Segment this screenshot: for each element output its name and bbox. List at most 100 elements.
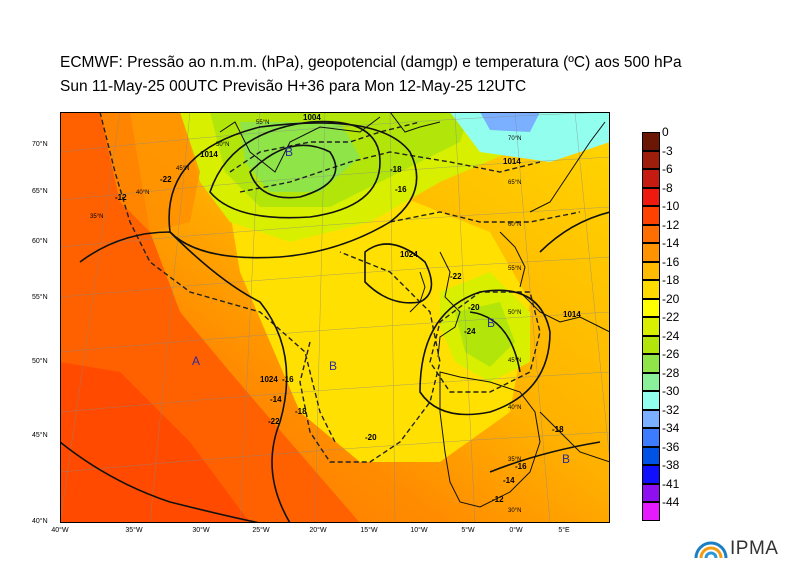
lat-label: 55°N [32, 294, 48, 301]
lon-label: 5°W [461, 527, 475, 534]
isobar-label: 1024 [400, 250, 418, 259]
low-pressure-center: B [285, 145, 293, 159]
grid-label: 55°N [256, 120, 269, 126]
lon-label: 20°W [309, 527, 327, 534]
low-pressure-center: B [487, 316, 495, 330]
legend-swatch [642, 465, 660, 484]
legend-label: -36 [662, 439, 680, 454]
legend-swatch [642, 206, 660, 225]
grid-label: 40°N [136, 190, 149, 196]
temp-label: -16 [282, 375, 294, 384]
grid-label: 45°N [176, 166, 189, 172]
legend-swatch [642, 132, 660, 151]
map-frame [60, 112, 610, 523]
cold-core [240, 122, 360, 192]
temp-label: -24 [464, 327, 476, 336]
lon-label: 15°W [360, 527, 378, 534]
isobar-label: 1004 [303, 113, 321, 122]
map-title-line2: Sun 11-May-25 00UTC Previsão H+36 para M… [60, 78, 527, 95]
geopotential-contours [99, 112, 581, 463]
temp-label: -18 [295, 407, 307, 416]
isobar-label: 1014 [563, 310, 581, 319]
isobars [60, 120, 610, 523]
legend-swatch [642, 428, 660, 447]
legend-swatch [642, 409, 660, 428]
grid-label: 30°N [508, 508, 521, 514]
lon-label: 0°W [509, 527, 523, 534]
legend-label: -20 [662, 291, 680, 306]
legend-swatch [642, 354, 660, 373]
legend-swatch [642, 483, 660, 502]
grid-label: 55°N [508, 266, 521, 272]
isobar-labels: 1024 1024 1014 1014 1004 1014 [200, 113, 581, 384]
grid-label: 50°N [508, 310, 521, 316]
high-pressure-center: A [192, 354, 200, 368]
grid-label: 35°N [90, 214, 103, 220]
coastlines [219, 112, 610, 508]
grid-label: 50°N [216, 142, 229, 148]
isobar-label: 1014 [200, 150, 218, 159]
temp-label: -12 [115, 193, 127, 202]
legend-swatch [642, 502, 660, 521]
legend-label: -24 [662, 328, 680, 343]
low-pressure-center: B [329, 359, 337, 373]
lat-label: 60°N [32, 238, 48, 245]
legend-label: -32 [662, 402, 680, 417]
lon-label: 10°W [410, 527, 428, 534]
legend-swatch [642, 169, 660, 188]
temp-label: -16 [515, 462, 527, 471]
temp-label: -18 [552, 425, 564, 434]
lat-label: 45°N [32, 432, 48, 439]
lat-label: 50°N [32, 358, 48, 365]
isobar-label: 1024 [260, 375, 278, 384]
legend-swatch [642, 372, 660, 391]
temp-label: -22 [268, 417, 280, 426]
legend-swatch [642, 187, 660, 206]
graticule [60, 112, 610, 523]
orange-streak [100, 112, 200, 232]
grid-label: 40°N [508, 405, 521, 411]
grid-label: 45°N [508, 358, 521, 364]
lat-label: 40°N [32, 518, 48, 525]
legend-swatch [642, 391, 660, 410]
legend-label: -8 [662, 180, 673, 195]
temp-label: -18 [390, 165, 402, 174]
legend-label: -22 [662, 310, 680, 324]
forecast-map: -12 -16 -18 -22 -20 -24 -22 -14 -16 -18 … [60, 112, 610, 523]
legend-swatch [642, 224, 660, 243]
lon-label: 5°E [558, 527, 570, 534]
grid-label: 60°N [508, 222, 521, 228]
legend-swatch [642, 243, 660, 262]
legend-label: -16 [662, 254, 680, 269]
temp-label: -22 [450, 272, 462, 281]
legend-label: -34 [662, 421, 680, 435]
temp-label: -22 [160, 175, 172, 184]
legend-label: -12 [662, 217, 680, 232]
lat-label: 65°N [32, 188, 48, 195]
yellow-region [230, 192, 530, 462]
legend-swatch [642, 150, 660, 169]
isobar-label: 1014 [503, 157, 521, 166]
lat-label: 70°N [32, 141, 48, 148]
grid-label: 70°N [508, 136, 521, 142]
temp-label: -14 [503, 476, 515, 485]
temp-label: -20 [468, 303, 480, 312]
legend-label: -3 [662, 143, 673, 158]
lon-label: 35°W [125, 527, 143, 534]
grid-labels: 55°N 50°N 45°N 40°N 70°N 65°N 60°N 55°N … [90, 120, 521, 514]
ipma-logo-text: IPMA [730, 538, 779, 559]
warm-core [60, 362, 250, 523]
legend-label: -30 [662, 384, 680, 398]
map-title-line1: ECMWF: Pressão ao n.m.m. (hPa), geopoten… [60, 54, 682, 71]
legend-swatch [642, 261, 660, 280]
legend-swatch [642, 280, 660, 299]
low-pressure-center: B [562, 452, 570, 466]
legend-label: -38 [662, 458, 680, 472]
grid-label: 35°N [508, 457, 521, 463]
temp-label: -14 [270, 395, 282, 404]
legend-label: -41 [662, 476, 680, 491]
lon-label: 25°W [252, 527, 270, 534]
legend-label: 0 [662, 125, 669, 139]
legend-label: -28 [662, 365, 680, 380]
legend-swatch [642, 335, 660, 354]
